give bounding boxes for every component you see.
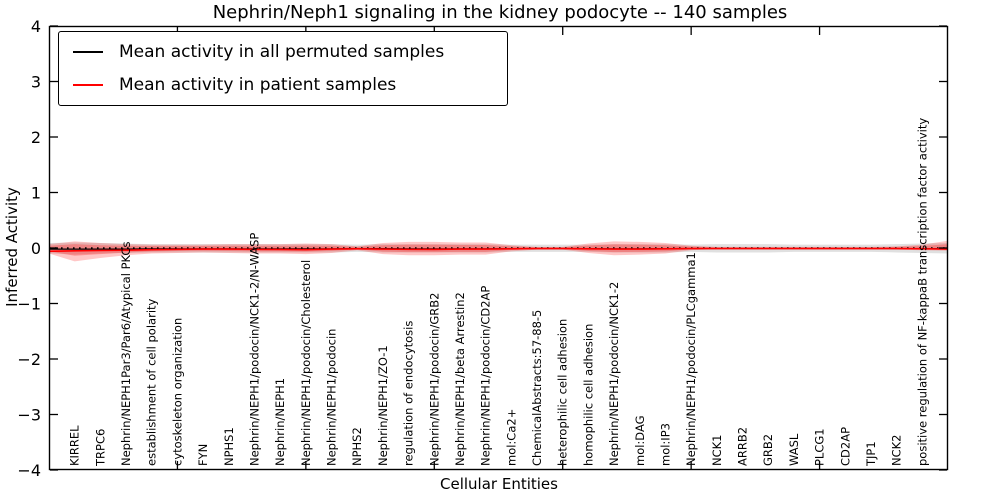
x-category-label: GRB2 [761, 434, 775, 466]
line-mean-activity-patient [48, 247, 949, 253]
x-category-label: NPHS1 [222, 427, 236, 466]
y-tick-label: 1 [31, 184, 41, 203]
x-category-label: Nephrin/NEPH1/podocin/NCK1-2/N-WASP [247, 233, 261, 466]
band-patient-samples-range-inner [49, 244, 948, 256]
x-category-label: PLCG1 [813, 428, 827, 466]
x-category-label: heterophilic cell adhesion [556, 319, 570, 466]
x-category-label: Nephrin/NEPH1 [273, 378, 287, 466]
x-category-label: KIRREL [68, 425, 82, 466]
band-patient-samples-range-outer [49, 240, 948, 262]
x-category-label: FYN [196, 444, 210, 466]
x-category-label: NCK1 [710, 435, 724, 467]
y-tick-label: −2 [17, 350, 41, 369]
x-axis-title: Cellular Entities [440, 475, 558, 493]
black-line-swatch [73, 51, 103, 53]
y-tick-label: 3 [31, 73, 41, 92]
x-category-label: homophilic cell adhesion [581, 324, 595, 466]
x-category-label: Nephrin/NEPH1/ZO-1 [376, 345, 390, 466]
x-category-label: TRPC6 [93, 429, 107, 467]
x-category-label: ARRB2 [736, 427, 750, 466]
x-category-label: ChemicalAbstracts:57-88-5 [530, 310, 544, 466]
legend-box: Mean activity in all permuted samples Me… [58, 31, 508, 106]
x-category-label: positive regulation of NF-kappaB transcr… [915, 118, 929, 466]
x-category-label: Nephrin/NEPH1/podocin/NCK1-2 [607, 282, 621, 466]
x-category-label: Nephrin/NEPH1/podocin/Cholesterol [299, 260, 313, 466]
y-axis-title: Inferred Activity [3, 187, 21, 307]
axes-frame [48, 25, 949, 471]
legend-label-permuted: Mean activity in all permuted samples [119, 42, 445, 62]
x-category-label: NCK2 [890, 435, 904, 467]
x-category-label: Nephrin/NEPH1/podocin/CD2AP [479, 286, 493, 466]
y-tick-label: −1 [17, 295, 41, 314]
x-category-label: Nephrin/NEPH1/podocin [325, 329, 339, 466]
x-category-label: mol:Ca2+ [504, 409, 518, 466]
x-category-label: CD2AP [838, 427, 852, 466]
legend-entry-permuted: Mean activity in all permuted samples [73, 39, 493, 65]
x-category-label: establishment of cell polarity [145, 298, 159, 466]
x-category-label: NPHS2 [350, 427, 364, 466]
x-category-label: Nephrin/NEPH1/podocin/GRB2 [427, 293, 441, 466]
x-category-label: cytoskeleton organization [170, 318, 184, 466]
chart-title: Nephrin/Neph1 signaling in the kidney po… [212, 2, 788, 23]
x-category-label: WASL [787, 433, 801, 466]
x-category-label: Nephrin/NEPH1/podocin/PLCgamma1 [684, 252, 698, 466]
x-category-label: mol:DAG [633, 415, 647, 466]
x-category-label: TJP1 [864, 441, 878, 467]
y-tick-label: 4 [31, 17, 41, 36]
x-category-label: mol:IP3 [658, 423, 672, 466]
y-tick-label: −3 [17, 406, 41, 425]
legend-label-patient: Mean activity in patient samples [119, 75, 397, 95]
y-tick-label: −4 [17, 461, 41, 480]
x-category-label: regulation of endocytosis [402, 321, 416, 466]
x-category-label: Nephrin/NEPH1/beta Arrestin2 [453, 292, 467, 466]
red-line-swatch [73, 84, 103, 86]
y-tick-label: 0 [31, 239, 41, 258]
x-category-label: Nephrin/NEPH1Par3/Par6/Atypical PKCs [119, 242, 133, 466]
legend-entry-patient: Mean activity in patient samples [73, 72, 493, 98]
y-tick-label: 2 [31, 128, 41, 147]
